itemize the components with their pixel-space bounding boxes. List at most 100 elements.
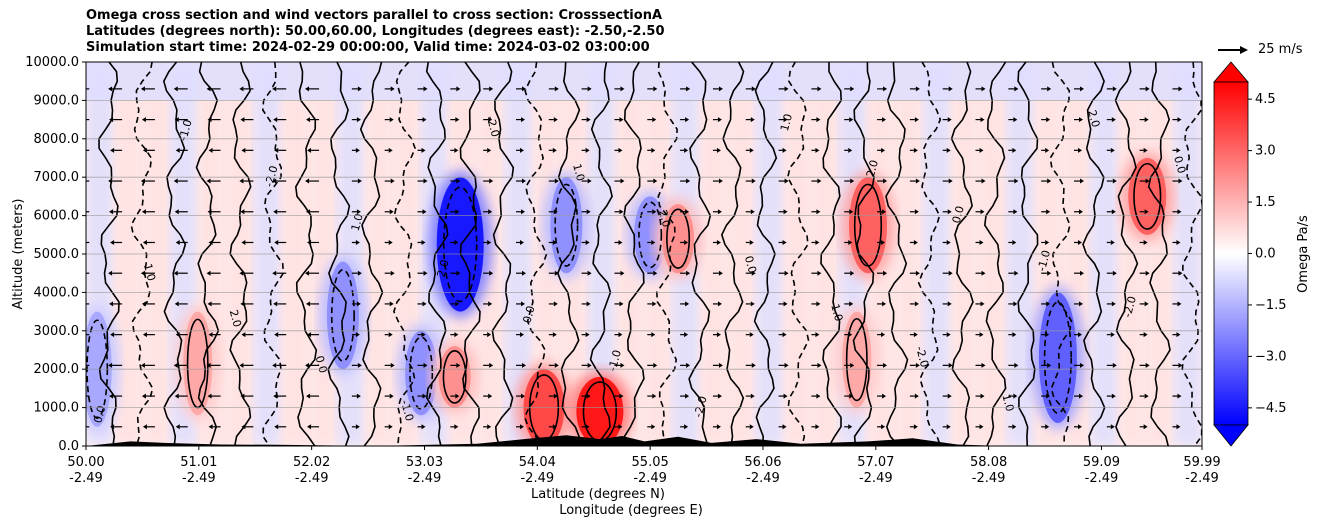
colorbar-tick-label: 3.0 — [1255, 144, 1276, 159]
wind-vector-head — [389, 117, 394, 123]
contour-label: 2.0 — [1085, 109, 1102, 129]
wind-vector-head — [77, 424, 81, 429]
wind-vector-head — [389, 393, 394, 399]
contour-label: -2.0 — [692, 395, 710, 419]
wind-vector-head — [175, 424, 180, 430]
wind-vector-head — [1047, 178, 1052, 184]
wind-vector-head — [454, 239, 459, 245]
wind-vector-head — [421, 332, 426, 338]
y-tick-label: 6000.0 — [34, 209, 80, 224]
x-tick-label-lat: 51.01 — [180, 455, 217, 470]
wind-vector-head — [1046, 301, 1051, 307]
wind-vector-head — [1013, 209, 1018, 215]
wind-vector-head — [653, 86, 658, 92]
wind-vector-head — [240, 393, 245, 399]
wind-vector-head — [815, 332, 820, 338]
wind-vector-head — [981, 270, 986, 276]
wind-vector-head — [1143, 332, 1148, 338]
wind-vector-head — [76, 117, 80, 122]
wind-vector-head — [913, 147, 918, 153]
wind-vector-head — [848, 147, 853, 153]
wind-vector-head — [980, 209, 985, 215]
wind-vector-head — [1012, 239, 1017, 245]
wind-vector-head — [881, 147, 886, 153]
wind-vector-head — [619, 393, 624, 399]
wind-vector-head — [239, 362, 244, 368]
wind-vector-head — [651, 239, 656, 245]
wind-vector-head — [1110, 239, 1115, 245]
wind-vector-head — [881, 332, 886, 338]
wind-vector-head — [783, 393, 788, 399]
colorbar-extend-min — [1213, 424, 1249, 447]
wind-vector-head — [881, 424, 886, 430]
wind-vector-head — [357, 86, 362, 92]
wind-vector-head — [423, 86, 428, 92]
chart-title-line-1: Omega cross section and wind vectors par… — [86, 8, 663, 23]
x-axis-label-latitude: Latitude (degrees N) — [531, 487, 665, 502]
wind-vector-head — [1013, 301, 1018, 307]
wind-vector-head — [306, 209, 311, 215]
wind-vector-head — [980, 301, 985, 307]
wind-vector-head — [1013, 393, 1018, 399]
wind-vector-head — [1045, 424, 1050, 430]
wind-vector-head — [816, 393, 821, 399]
wind-vector-head — [1012, 147, 1017, 153]
wind-vector-head — [915, 362, 920, 368]
wind-vector-head — [173, 86, 178, 92]
x-tick-label-lat: 56.06 — [744, 455, 781, 470]
colorbar-tick-label: −3.0 — [1255, 349, 1287, 364]
wind-vector-head — [423, 362, 428, 368]
y-tick-label: 4000.0 — [34, 285, 80, 300]
wind-vector-head — [521, 270, 526, 276]
chart-title-line-3: Simulation start time: 2024-02-29 00:00:… — [86, 40, 650, 55]
wind-vector-head — [208, 147, 213, 153]
wind-vector-head — [274, 424, 279, 430]
wind-vector-head — [1145, 362, 1150, 368]
wind-vector-head — [305, 178, 310, 184]
x-tick-label-lat: 54.04 — [519, 455, 556, 470]
omega-contour-ring — [442, 349, 467, 404]
wind-vector-head — [882, 209, 887, 215]
vector-reference-label: 25 m/s — [1258, 42, 1303, 57]
y-tick-label: 3000.0 — [34, 324, 80, 339]
wind-vector-head — [1079, 86, 1084, 92]
wind-vector-head — [1143, 424, 1148, 430]
wind-vector-head — [306, 393, 311, 399]
wind-vector-head — [389, 301, 394, 307]
x-tick-label-lat: 55.05 — [632, 455, 669, 470]
wind-vector-head — [1079, 178, 1084, 184]
wind-vector-head — [651, 332, 656, 338]
wind-vector-head — [109, 209, 114, 215]
wind-vector-head — [1047, 362, 1052, 368]
wind-vector-head — [174, 301, 179, 307]
chart-title-line-2: Latitudes (degrees north): 50.00,60.00, … — [86, 24, 665, 39]
wind-vector-head — [751, 86, 756, 92]
contour-label: 1.0 — [141, 262, 158, 282]
wind-vector-head — [914, 209, 919, 215]
wind-vector-head — [272, 86, 277, 92]
wind-vector-head — [455, 209, 460, 215]
omega-contour-ring — [845, 318, 868, 402]
wind-vector-head — [981, 362, 986, 368]
wind-vector-head — [716, 332, 721, 338]
wind-vector-head — [751, 270, 756, 276]
wind-vector-head — [782, 332, 787, 338]
x-tick-label-lon: -2.49 — [1185, 471, 1219, 486]
wind-vector-head — [784, 86, 789, 92]
omega-contour-ring — [638, 201, 663, 269]
wind-vector-head — [815, 424, 820, 430]
wind-vector-head — [388, 239, 393, 245]
wind-vector-head — [488, 301, 493, 307]
omega-feature — [183, 311, 213, 416]
wind-vector-head — [355, 239, 360, 245]
wind-vector-head — [240, 301, 245, 307]
wind-vector-head — [685, 393, 690, 399]
wind-vector-head — [1046, 393, 1051, 399]
wind-vector-head — [272, 362, 277, 368]
wind-vector-head — [239, 270, 244, 276]
wind-vector-head — [520, 209, 525, 215]
wind-vector-head — [784, 270, 789, 276]
wind-vector-head — [488, 209, 493, 215]
wind-vector-head — [619, 117, 624, 123]
wind-vector-head — [1144, 301, 1149, 307]
